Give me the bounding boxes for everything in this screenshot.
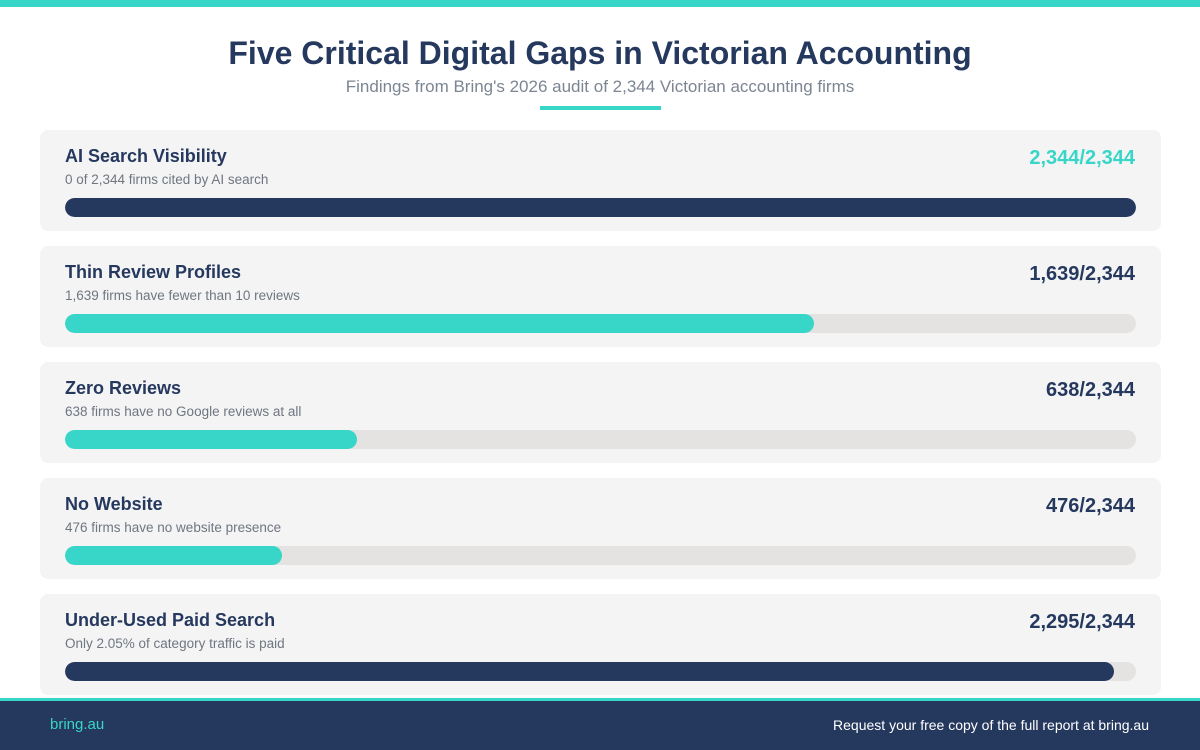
gap-description: 0 of 2,344 firms cited by AI search <box>65 172 269 187</box>
bar-fill <box>65 662 1114 681</box>
gap-label: Under-Used Paid Search <box>65 610 276 630</box>
footer-accent-bar <box>0 698 1200 701</box>
gap-label: No Website <box>65 494 163 514</box>
bar-fill <box>65 546 283 565</box>
gap-description: Only 2.05% of category traffic is paid <box>65 636 285 651</box>
gap-list: AI Search Visibility 0 of 2,344 firms cit… <box>40 130 1161 710</box>
gap-row: No Website 476 firms have no website pres… <box>40 478 1161 579</box>
gap-row: Thin Review Profiles 1,639 firms have few… <box>40 246 1161 347</box>
chart-subtitle: Findings from Bring's 2026 audit of 2,34… <box>345 77 855 96</box>
gap-label: Zero Reviews <box>65 378 182 398</box>
bar-fill <box>65 198 1136 217</box>
gap-row: AI Search Visibility 0 of 2,344 firms cit… <box>40 130 1161 231</box>
gap-value-label: 2,295/2,344 <box>1029 611 1135 633</box>
gap-row: Zero Reviews 638 firms have no Google rev… <box>40 362 1161 463</box>
footer-brand-link[interactable]: bring.au <box>50 716 105 733</box>
gap-label: Thin Review Profiles <box>65 262 242 282</box>
bar-fill <box>65 430 357 449</box>
gap-value-label: 1,639/2,344 <box>1029 263 1135 285</box>
gap-description: 476 firms have no website presence <box>65 520 282 535</box>
gap-label: AI Search Visibility <box>65 146 227 166</box>
title-underline <box>539 106 661 110</box>
gap-value-label: 2,344/2,344 <box>1029 147 1135 169</box>
footer-cta-text: Request your free copy of the full repor… <box>833 717 1149 733</box>
bar-track <box>65 314 1136 333</box>
bar-track <box>65 546 1136 565</box>
gap-description: 1,639 firms have fewer than 10 reviews <box>65 288 300 303</box>
gap-row: Under-Used Paid Search Only 2.05% of cate… <box>40 594 1161 695</box>
bar-track <box>65 198 1136 217</box>
bar-fill <box>65 314 814 333</box>
gap-description: 638 firms have no Google reviews at all <box>65 404 302 419</box>
chart-header: Five Critical Digital Gaps in Victorian … <box>0 30 1200 110</box>
top-accent-bar <box>0 0 1200 7</box>
gap-value-label: 476/2,344 <box>1046 495 1135 517</box>
bar-track <box>65 662 1136 681</box>
chart-title: Five Critical Digital Gaps in Victorian … <box>228 35 972 71</box>
bar-track <box>65 430 1136 449</box>
gap-value-label: 638/2,344 <box>1046 379 1135 401</box>
footer: bring.au Request your free copy of the f… <box>0 701 1200 750</box>
